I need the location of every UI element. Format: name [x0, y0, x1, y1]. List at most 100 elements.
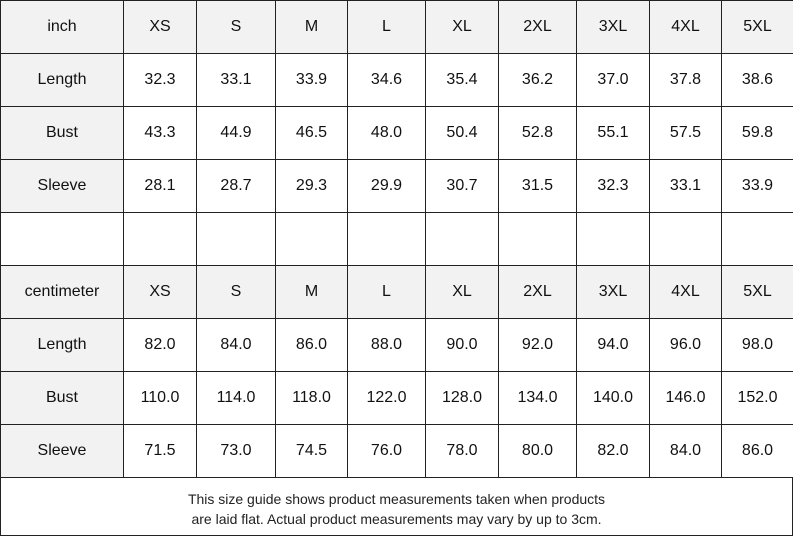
header-cell: 4XL — [650, 266, 722, 319]
cell: 32.3 — [577, 160, 650, 213]
row-label: Sleeve — [1, 425, 124, 478]
cell: 98.0 — [722, 319, 793, 372]
cell: 33.1 — [197, 54, 276, 107]
row-label: Bust — [1, 107, 124, 160]
cell: 122.0 — [348, 372, 426, 425]
cell: 33.9 — [722, 160, 793, 213]
cell: 134.0 — [499, 372, 577, 425]
cell: 43.3 — [124, 107, 197, 160]
cell: 31.5 — [499, 160, 577, 213]
header-cell: 3XL — [577, 266, 650, 319]
cell: 140.0 — [577, 372, 650, 425]
cell: 33.9 — [276, 54, 348, 107]
header-cell: XS — [124, 1, 197, 54]
cell: 74.5 — [276, 425, 348, 478]
cell — [499, 213, 577, 266]
header-cell: 5XL — [722, 1, 793, 54]
cell: 96.0 — [650, 319, 722, 372]
header-cell: XL — [426, 266, 499, 319]
cell: 44.9 — [197, 107, 276, 160]
cell: 36.2 — [499, 54, 577, 107]
header-cell: inch — [1, 1, 124, 54]
cell: 37.0 — [577, 54, 650, 107]
cell: 59.8 — [722, 107, 793, 160]
cell — [276, 213, 348, 266]
row-label: Bust — [1, 372, 124, 425]
cell: 38.6 — [722, 54, 793, 107]
cell: 84.0 — [197, 319, 276, 372]
cell: 88.0 — [348, 319, 426, 372]
note-line: are laid flat. Actual product measuremen… — [1, 509, 792, 529]
cell: 57.5 — [650, 107, 722, 160]
header-cell: 2XL — [499, 1, 577, 54]
cell: 71.5 — [124, 425, 197, 478]
cell: 110.0 — [124, 372, 197, 425]
spacer-row — [1, 213, 793, 266]
cell: 92.0 — [499, 319, 577, 372]
cell: 30.7 — [426, 160, 499, 213]
cell: 55.1 — [577, 107, 650, 160]
cell: 28.1 — [124, 160, 197, 213]
header-cell: S — [197, 1, 276, 54]
cell: 50.4 — [426, 107, 499, 160]
cell: 94.0 — [577, 319, 650, 372]
cell — [1, 213, 124, 266]
note-line: This size guide shows product measuremen… — [1, 489, 792, 509]
header-cell: M — [276, 266, 348, 319]
cell: 29.9 — [348, 160, 426, 213]
cell: 34.6 — [348, 54, 426, 107]
cell: 86.0 — [276, 319, 348, 372]
cell: 78.0 — [426, 425, 499, 478]
header-cell: 2XL — [499, 266, 577, 319]
header-cell: L — [348, 1, 426, 54]
cell: 152.0 — [722, 372, 793, 425]
cell: 128.0 — [426, 372, 499, 425]
cell: 86.0 — [722, 425, 793, 478]
cell: 82.0 — [124, 319, 197, 372]
row-label: Sleeve — [1, 160, 124, 213]
cell: 48.0 — [348, 107, 426, 160]
cell: 114.0 — [197, 372, 276, 425]
spacer-section — [1, 213, 793, 266]
cell — [348, 213, 426, 266]
cell: 32.3 — [124, 54, 197, 107]
cell: 37.8 — [650, 54, 722, 107]
cell: 82.0 — [577, 425, 650, 478]
row-label: Length — [1, 54, 124, 107]
row-label: Length — [1, 319, 124, 372]
cell: 118.0 — [276, 372, 348, 425]
header-cell: XS — [124, 266, 197, 319]
header-cell: XL — [426, 1, 499, 54]
cell — [124, 213, 197, 266]
cell: 28.7 — [197, 160, 276, 213]
cell: 84.0 — [650, 425, 722, 478]
cell — [426, 213, 499, 266]
note: This size guide shows product measuremen… — [0, 478, 793, 536]
cell: 29.3 — [276, 160, 348, 213]
cell — [577, 213, 650, 266]
header-cell: 4XL — [650, 1, 722, 54]
cell: 80.0 — [499, 425, 577, 478]
header-cell: 3XL — [577, 1, 650, 54]
cell: 52.8 — [499, 107, 577, 160]
cell: 73.0 — [197, 425, 276, 478]
header-cell: centimeter — [1, 266, 124, 319]
cell: 35.4 — [426, 54, 499, 107]
cell — [722, 213, 793, 266]
cell: 146.0 — [650, 372, 722, 425]
header-cell: S — [197, 266, 276, 319]
cell: 46.5 — [276, 107, 348, 160]
header-cell: L — [348, 266, 426, 319]
